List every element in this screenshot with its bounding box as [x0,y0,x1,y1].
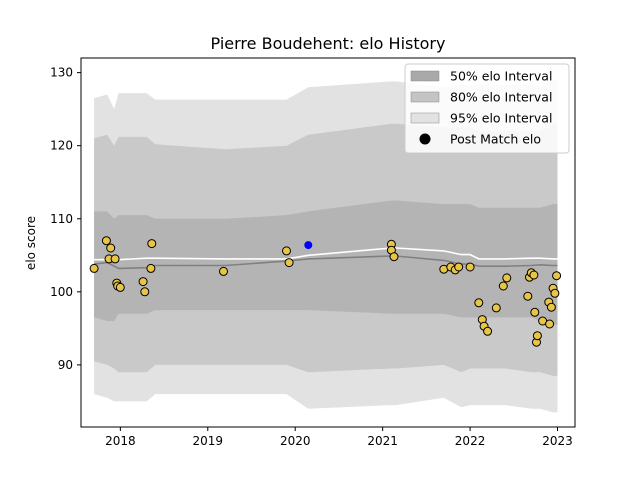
post-match-point-34 [530,307,540,317]
x-tick-label-1: 2019 [193,434,224,448]
post-match-point-12 [219,266,228,276]
x-tick-label-2: 2020 [280,434,311,448]
legend-swatch-2 [410,112,440,124]
post-match-point-42 [550,288,560,298]
post-match-point-36 [532,331,542,341]
post-match-point-23 [474,298,484,308]
post-match-point-9 [140,287,150,297]
x-tick-label-0: 2018 [105,434,136,448]
post-match-point-2 [106,243,116,253]
legend-label-1: 80% elo Interval [450,90,552,105]
post-match-point-13 [282,246,291,256]
legend-swatch-0 [410,70,440,82]
y-tick-label-3: 120 [50,139,73,153]
y-tick-label-2: 110 [50,212,73,226]
interval-bands [94,79,558,413]
post-match-point-4 [110,254,120,264]
legend: 50% elo Interval 80% elo Interval 95% elo … [404,63,570,154]
post-match-point-29 [502,273,512,283]
post-match-point-0 [89,263,99,273]
post-match-point-39 [545,319,555,329]
plot-frame [80,57,576,428]
post-match-point-17 [389,252,399,262]
post-match-points [89,236,562,347]
y-tick-label-4: 130 [50,66,73,80]
y-tick-label-1: 100 [50,285,73,299]
post-match-point-26 [483,326,493,336]
post-match-point-14 [284,258,294,268]
x-axis-ticks: 2018 2019 2020 2021 2022 2023 [105,427,573,448]
x-tick-label-4: 2022 [455,434,486,448]
y-axis-label: elo score [24,216,38,270]
post-match-point-22 [465,262,475,272]
post-match-point-43 [552,271,562,281]
x-tick-label-5: 2023 [542,434,573,448]
legend-swatch-1 [410,91,440,103]
post-match-point-1 [101,236,111,246]
highlight-point [304,241,313,250]
x-tick-label-3: 2021 [367,434,398,448]
post-match-point-33 [529,270,539,280]
post-match-point-10 [146,263,156,273]
post-match-point-27 [491,303,501,313]
post-match-point-40 [546,302,556,312]
post-match-point-30 [523,291,533,301]
band-50 [94,200,558,325]
post-match-point-7 [115,282,125,292]
legend-label-3: Post Match elo [450,132,541,147]
legend-box [404,63,570,154]
post-match-point-28 [498,281,508,291]
chart-title: Pierre Boudehent: elo History [211,34,446,53]
post-match-point-21 [454,262,464,272]
y-axis-ticks: 90 100 110 120 130 [50,66,81,372]
legend-label-0: 50% elo Interval [450,69,552,84]
legend-swatch-3 [419,133,431,145]
post-match-point-11 [147,239,157,249]
y-tick-label-0: 90 [58,358,73,372]
post-match-point-8 [138,277,148,287]
legend-label-2: 95% elo Interval [450,111,552,126]
